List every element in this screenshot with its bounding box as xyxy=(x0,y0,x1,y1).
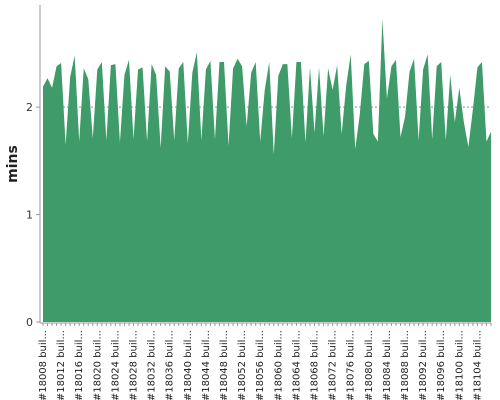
x-tick-label: #18044 buil... xyxy=(201,330,212,400)
x-tick-label: #18084 buil... xyxy=(382,330,393,400)
x-tick-label: #18088 buil... xyxy=(400,330,411,400)
x-tick-label: #18092 buil... xyxy=(418,330,429,400)
y-tick-label: 0 xyxy=(26,316,33,329)
x-tick-label: #18052 buil... xyxy=(237,330,248,400)
series-area xyxy=(43,18,491,322)
x-tick-label: #18072 buil... xyxy=(328,330,339,400)
x-tick-label: #18064 buil... xyxy=(291,330,302,400)
x-tick-label: #18100 buil... xyxy=(454,330,465,400)
y-ticks: 0 1 2 xyxy=(26,101,40,329)
y-tick-label: 2 xyxy=(26,101,33,114)
x-tick-label: #18076 buil... xyxy=(346,330,357,400)
x-tick-label: #18032 buil... xyxy=(147,330,158,400)
x-tick-label: #18060 buil... xyxy=(273,330,284,400)
x-tick-label: #18068 buil... xyxy=(310,330,321,400)
x-tick-label: #18048 buil... xyxy=(219,330,230,400)
x-tick-label: #18020 buil... xyxy=(92,330,103,400)
x-tick-label: #18012 buil... xyxy=(56,330,67,400)
x-tick-label: #18016 buil... xyxy=(74,330,85,400)
x-tick-label: #18036 buil... xyxy=(165,330,176,400)
x-tick-label: #18040 buil... xyxy=(183,330,194,400)
x-tick-label: #18024 buil... xyxy=(110,330,121,400)
x-tick-label: #18080 buil... xyxy=(364,330,375,400)
x-tick-label: #18008 buil... xyxy=(38,330,49,400)
y-axis-title: mins xyxy=(5,145,21,183)
x-tick-label: #18056 buil... xyxy=(255,330,266,400)
y-tick-label: 1 xyxy=(26,209,33,222)
x-ticks: #18008 buil... #18012 buil... #18016 buil.… xyxy=(38,323,492,400)
series-layer xyxy=(43,18,491,322)
x-tick-label: #18096 buil... xyxy=(436,330,447,400)
x-tick-label: #18028 buil... xyxy=(129,330,140,400)
x-tick-label: #18104 buil... xyxy=(472,330,483,400)
